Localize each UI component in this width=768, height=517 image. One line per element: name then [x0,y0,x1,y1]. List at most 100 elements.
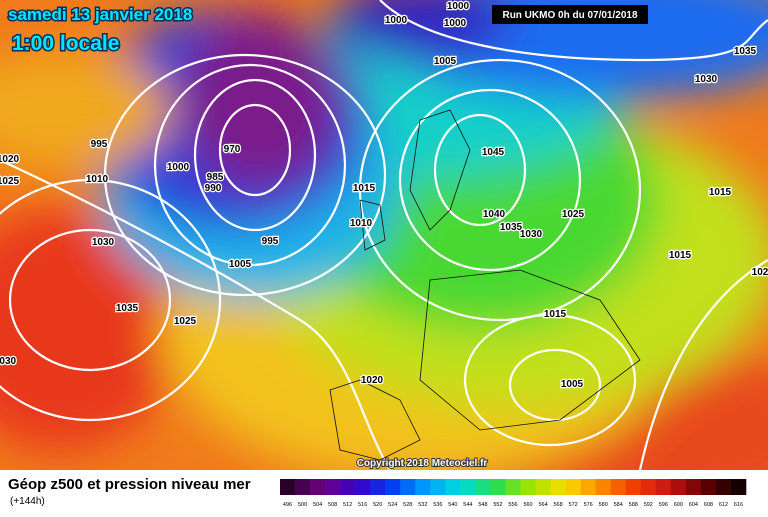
run: Run UKMO 0h du 07/01/2018 [502,10,637,21]
copyright: Copyright 2018 Meteociel.fr [357,458,488,469]
isobar-label: 1040 [483,209,506,220]
colorbar-label: 580 [599,502,608,508]
colorbar-cell [715,479,732,495]
isobar-label: 1030 [0,356,17,367]
colorbar-label: 608 [704,502,713,508]
colorbar: 496 500 504 508 512 516 520 524 528 532 536 540 544 5… [280,479,747,508]
isobar-label: 1005 [229,259,252,270]
colorbar-cell [505,479,521,495]
colorbar-cell [340,479,356,495]
time: 1:00 locale [12,32,119,55]
colorbar-cell [310,479,326,495]
colorbar-label: 508 [328,502,337,508]
isobar-label: 1015 [353,183,376,194]
colorbar-label: 592 [644,502,653,508]
colorbar-cell [655,479,672,495]
colorbar-cell [280,479,296,495]
colorbar-label: 512 [343,502,352,508]
colorbar-label: 520 [373,502,382,508]
isobar-label: 1035 [734,46,757,57]
colorbar-label: 616 [734,502,743,508]
isobar-label: 970 [224,144,241,155]
isobar-label: 1000 [385,15,408,26]
isobar-label: 1015 [709,187,732,198]
isobar-label: 1020 [0,154,20,165]
colorbar-label: 596 [659,502,668,508]
isobar-label: 1045 [482,147,505,158]
colorbar-label: 600 [674,502,683,508]
colorbar-label: 516 [358,502,367,508]
isobar-label: 1020 [361,375,384,386]
colorbar-label: 496 [283,502,292,508]
colorbar-cell [475,479,491,495]
isobar-label: 1035 [116,303,139,314]
colorbar-label: 588 [629,502,638,508]
colorbar-cell [625,479,642,495]
colorbar-cell [685,479,702,495]
isobar-label: 1025 [0,176,20,187]
colorbar-cell [325,479,341,495]
isobar-label: 1015 [669,250,692,261]
isobar-label: 1000 [444,18,467,29]
colorbar-cell [550,479,566,495]
isobar-label: 995 [262,236,279,247]
colorbar-label: 612 [719,502,728,508]
colorbar-label: 536 [433,502,442,508]
colorbar-label: 572 [569,502,578,508]
colorbar-label: 544 [463,502,472,508]
isobar-label: 985 [207,172,224,183]
colorbar-label: 564 [538,502,547,508]
colorbar-cell [355,479,371,495]
isobar-label: 1030 [695,74,718,85]
colorbar-cell [535,479,551,495]
colorbar-label: 568 [554,502,563,508]
colorbar-cell [385,479,401,495]
colorbar-label: 604 [689,502,698,508]
isobar-label: 102 [752,267,768,278]
isobar-label: 1005 [434,56,457,67]
colorbar-cell [460,479,476,495]
colorbar-cell [520,479,536,495]
colorbar-cell [670,479,687,495]
colorbar-cell [580,479,596,495]
isobar-label: 990 [205,183,222,194]
isobars [0,0,768,470]
isobar-label: 1025 [174,316,197,327]
colorbar-cell [565,479,581,495]
colorbar-label: 504 [313,502,322,508]
isobar-label: 1010 [350,218,373,229]
isobar-label: 1025 [562,209,585,220]
colorbar-cell [370,479,386,495]
colorbar-label: 524 [388,502,397,508]
isobar-label: 1000 [447,1,470,12]
colorbar-label: 528 [403,502,412,508]
colorbar-cell [730,479,747,495]
colorbar-label: 532 [418,502,427,508]
colorbar-cell [415,479,431,495]
colorbar-label: 500 [298,502,307,508]
colorbar-cell [490,479,506,495]
colorbar-label: 576 [584,502,593,508]
colorbar-cell [640,479,657,495]
coastlines [329,109,641,461]
colorbar-cell [430,479,446,495]
isobar-label: 1005 [561,379,584,390]
colorbar-label: 560 [523,502,532,508]
isobar-label: 1035 [500,222,523,233]
isobar-label: 1000 [167,162,190,173]
isobar-label: 1010 [86,174,109,185]
colorbar-label: 584 [614,502,623,508]
colorbar-cell [445,479,461,495]
isobar-label: 1015 [544,309,567,320]
colorbar-label: 552 [493,502,502,508]
colorbar-label: 548 [478,502,487,508]
colorbar-label: 540 [448,502,457,508]
colorbar-cell [595,479,612,495]
run-box [492,5,648,24]
footer-title: Géop z500 et pression niveau mer [8,476,251,493]
colorbar-cell [700,479,717,495]
isobar-label: 1030 [520,229,543,240]
isobar-labels: 1000100010001005103510309951020102510101… [0,0,768,391]
